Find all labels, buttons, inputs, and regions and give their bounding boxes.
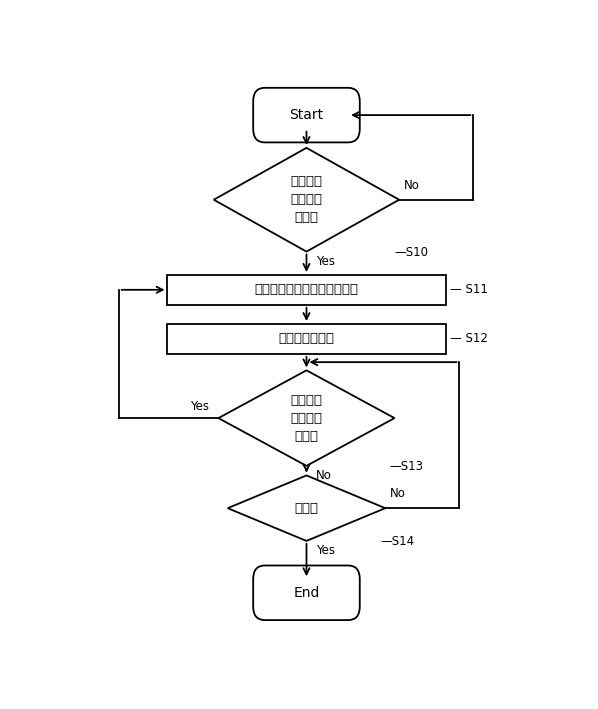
FancyBboxPatch shape bbox=[253, 88, 360, 143]
Text: Start: Start bbox=[289, 108, 324, 122]
Polygon shape bbox=[228, 476, 385, 541]
Polygon shape bbox=[218, 370, 395, 466]
Text: 入力候補を表示: 入力候補を表示 bbox=[279, 333, 334, 345]
Text: 入力補完データ記憶部を検索: 入力補完データ記憶部を検索 bbox=[255, 284, 358, 296]
FancyBboxPatch shape bbox=[253, 566, 360, 620]
Text: —S14: —S14 bbox=[381, 535, 415, 549]
Polygon shape bbox=[214, 148, 399, 252]
Text: 入力欄の
入力情報
変更？: 入力欄の 入力情報 変更？ bbox=[291, 393, 322, 442]
Text: 終了？: 終了？ bbox=[294, 502, 319, 515]
Text: No: No bbox=[404, 179, 420, 191]
Text: —S10: —S10 bbox=[395, 246, 429, 259]
Text: — S11: — S11 bbox=[450, 284, 488, 296]
Text: — S12: — S12 bbox=[450, 333, 488, 345]
FancyBboxPatch shape bbox=[167, 324, 446, 354]
Text: Yes: Yes bbox=[316, 545, 335, 557]
FancyBboxPatch shape bbox=[167, 275, 446, 305]
Text: Yes: Yes bbox=[190, 400, 209, 413]
Text: —S13: —S13 bbox=[390, 460, 424, 474]
Text: 入力欄に
入力情報
入力？: 入力欄に 入力情報 入力？ bbox=[291, 175, 322, 224]
Text: Yes: Yes bbox=[316, 255, 335, 268]
Text: No: No bbox=[316, 469, 332, 482]
Text: No: No bbox=[390, 487, 406, 500]
Text: End: End bbox=[293, 586, 320, 600]
